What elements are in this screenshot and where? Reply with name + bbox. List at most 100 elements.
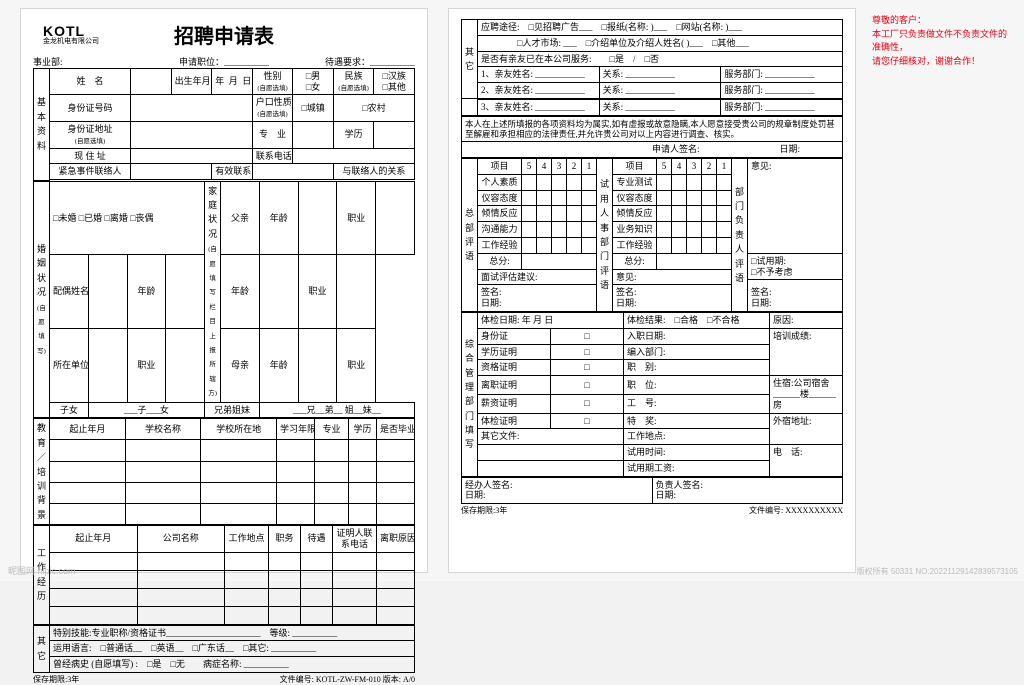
r-apply: 应聘途径: xyxy=(481,22,520,32)
chk-other[interactable]: 其他 xyxy=(382,82,405,92)
sca3: 倾情反应 xyxy=(478,206,522,222)
chk-a2[interactable]: 报纸(名称: )___ xyxy=(602,22,668,32)
chk-friend-n[interactable]: 否 xyxy=(645,54,659,64)
lbl-job-s: 职业 xyxy=(127,328,166,402)
scb1: 仪容态度 xyxy=(613,190,657,206)
oth-skill-lv: 等级: __________ xyxy=(270,628,338,638)
chk-medng[interactable]: 不合格 xyxy=(707,315,739,325)
scb4: 工作经验 xyxy=(613,237,657,253)
scb3: 业务知识 xyxy=(613,222,657,238)
lbl-major: 专 业 xyxy=(252,121,293,148)
side-basic: 基本资料 xyxy=(34,68,50,180)
site-credit: 昵图网 nipic.com xyxy=(8,566,76,577)
m-job: 职业 xyxy=(298,255,337,329)
side-other: 其它 xyxy=(34,625,50,672)
rel1: 1、亲友姓名: ___________ xyxy=(481,69,585,79)
in-bonus: 特 奖: xyxy=(624,413,770,429)
mgmt-table: 综合管理部门填写 体检日期: 年 月 日 体检结果: 合格 不合格 原因: 身份… xyxy=(461,312,843,477)
chk-married[interactable]: 已婚 xyxy=(79,213,102,223)
lbl-emgtel: 有效联系电话 xyxy=(212,164,253,180)
sca6: 总分: xyxy=(478,253,522,269)
lbl-nation: 民族 xyxy=(345,71,363,81)
in-job: 职 别: xyxy=(624,360,770,376)
edu-years: 学习年限 xyxy=(277,419,315,440)
sc-item2: 项目 xyxy=(613,158,657,174)
chk-trial[interactable]: 试用期: xyxy=(751,256,786,266)
scb2: 倾情反应 xyxy=(613,206,657,222)
basic-info-table: 基本资料 姓 名 出生年月 年 月 日 性别(自愿选填) 男女 民族(自愿选填)… xyxy=(33,68,415,181)
chk-hy[interactable]: 是 xyxy=(147,659,161,669)
hand-date: 日期: xyxy=(465,490,486,500)
in-time: 试用时间: xyxy=(624,445,770,461)
chk-town[interactable]: 城镇 xyxy=(293,95,334,122)
chk-a3[interactable]: 网站(名称: )___ xyxy=(676,22,742,32)
warn2: 本工厂只负责做文件不负责文件的准确性， xyxy=(872,28,1012,55)
sca2: 仪容态度 xyxy=(478,190,522,206)
chk-a4[interactable]: 人才市场: ___ xyxy=(517,38,577,48)
chk-divorced[interactable]: 离婚 xyxy=(104,213,127,223)
train: 培训成绩: xyxy=(770,328,843,375)
sc5a: 5 xyxy=(522,158,537,174)
side-mgmt: 综合管理部门填写 xyxy=(462,312,478,476)
m-age2: 年龄 xyxy=(259,328,298,402)
y: 年 xyxy=(215,76,224,86)
chk-pth[interactable]: 普通话__ xyxy=(101,643,142,653)
son: 子 xyxy=(137,405,146,415)
lbl-family: 家庭状况 xyxy=(208,186,217,239)
reld3: 服务部门: ___________ xyxy=(724,102,814,112)
chk-friend-y[interactable]: 是 xyxy=(610,54,624,64)
hand-sig: 经办人签名: xyxy=(465,480,513,490)
edu-loc: 学校所在地 xyxy=(201,419,277,440)
chk-widowed[interactable]: 丧偶 xyxy=(130,213,153,223)
r-friend: 是否有亲友已在本公司服务: xyxy=(481,54,592,64)
watermark: 版权所有 50331 NO:20221129142839573105 xyxy=(857,567,1018,577)
lbl-hukou: 户口性质 xyxy=(256,97,292,107)
bro: 兄__弟__ xyxy=(307,405,343,415)
chk-a6[interactable]: 其他___ xyxy=(712,38,749,48)
wk-leave: 离职原因 xyxy=(377,526,415,553)
chg-date: 日期: xyxy=(656,490,677,500)
hukou-note: (自愿选填) xyxy=(257,111,287,118)
foot-doc2: 文件编号: XXXXXXXXXX xyxy=(749,506,843,516)
side-marry: 婚姻状况 xyxy=(37,244,46,297)
scb5: 总分: xyxy=(613,253,657,269)
lbl-emg: 紧急事件联络人 xyxy=(50,164,131,180)
in-pos: 职 位: xyxy=(624,376,770,395)
wk-co: 公司名称 xyxy=(137,526,225,553)
date3: 日期: xyxy=(751,298,772,308)
lbl-name: 姓 名 xyxy=(50,68,131,95)
in-dept: 编入部门: xyxy=(624,344,770,360)
chk-a1[interactable]: 见招聘广告___ xyxy=(529,22,593,32)
sign1: 签名: xyxy=(481,287,502,297)
chk-village[interactable]: 农村 xyxy=(333,95,414,122)
edu-school: 学校名称 xyxy=(125,419,201,440)
date1: 日期: xyxy=(481,298,502,308)
chk-female[interactable]: 女 xyxy=(306,82,320,92)
chk-han[interactable]: 汉族 xyxy=(382,71,405,81)
edu-major: 专业 xyxy=(315,419,349,440)
chk-medok[interactable]: 合格 xyxy=(675,315,698,325)
dept-label: 事业部: xyxy=(33,57,160,68)
chk-male[interactable]: 男 xyxy=(306,71,320,81)
edu-from: 起止年月 xyxy=(50,419,126,440)
rel3: 3、亲友姓名: ___________ xyxy=(481,102,585,112)
chk-unmarried[interactable]: 未婚 xyxy=(53,213,76,223)
chk-lang-oth[interactable]: 其它: __________ xyxy=(243,643,316,653)
form-page-1: KOTL 金龙机电有限公司 招聘申请表 事业部: 申请职位：__________… xyxy=(20,8,428,573)
doc-id: 身份证 xyxy=(478,328,551,344)
relk3: 关系: ___________ xyxy=(603,102,675,112)
lbl-children: 子女 xyxy=(50,402,89,418)
chk-a5[interactable]: 介绍单位及介绍人姓名( )___ xyxy=(586,38,703,48)
lbl-father: 父亲 xyxy=(221,181,260,255)
chk-hn[interactable]: 无 xyxy=(170,659,184,669)
wk-from: 起止年月 xyxy=(50,526,138,553)
med-date: 体检日期: 年 月 日 xyxy=(478,312,624,328)
sc1b: 1 xyxy=(717,158,732,174)
chk-notrial[interactable]: 不予考虑 xyxy=(751,267,792,277)
chk-gd[interactable]: 广东话__ xyxy=(192,643,233,653)
chk-en[interactable]: 英语__ xyxy=(151,643,183,653)
sc4b: 4 xyxy=(672,158,687,174)
side-edu: 教育／培训背景 xyxy=(34,419,50,525)
daughter: 女 xyxy=(160,405,169,415)
lbl-degree: 学历 xyxy=(333,121,374,148)
